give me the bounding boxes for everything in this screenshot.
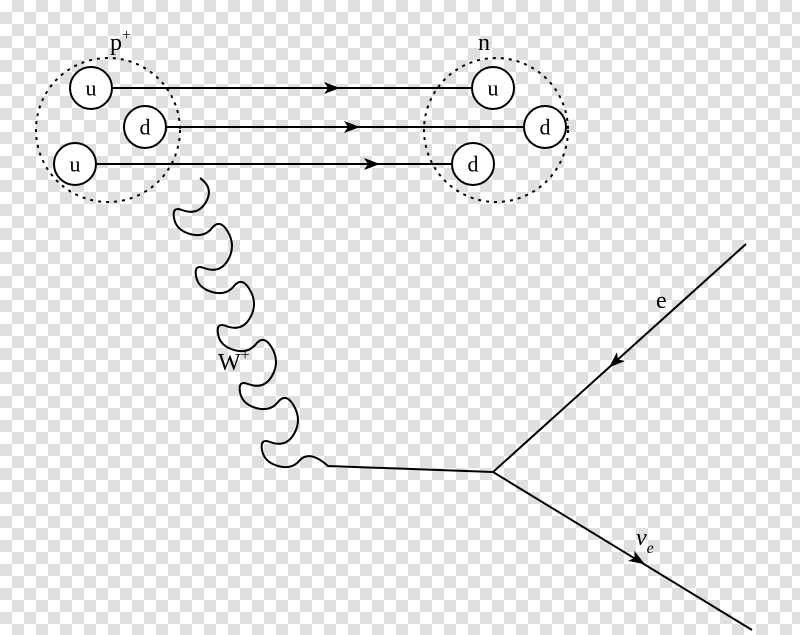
proton-quark-u1: u xyxy=(70,67,112,109)
w-boson-propagator xyxy=(174,178,493,472)
quark-line-3 xyxy=(96,158,452,170)
neutron-label: n xyxy=(478,30,490,56)
w-boson-label: W+ xyxy=(218,347,250,376)
quark-label: d xyxy=(540,115,551,140)
quark-line-2 xyxy=(166,121,524,133)
proton-quark-d: d xyxy=(124,106,166,148)
electron-label: e xyxy=(656,288,667,314)
quark-label: u xyxy=(86,76,97,101)
proton-quark-u2: u xyxy=(54,143,96,185)
proton-label: p+ xyxy=(110,27,131,56)
quark-line-1 xyxy=(112,82,472,94)
neutron-quark-u: u xyxy=(472,67,514,109)
neutron-quark-d1: d xyxy=(524,106,566,148)
quark-label: d xyxy=(468,152,479,177)
neutrino-label: νe xyxy=(636,525,654,557)
quark-label: u xyxy=(488,76,499,101)
quark-label: u xyxy=(70,152,81,177)
quark-label: d xyxy=(140,115,151,140)
neutrino-line xyxy=(493,472,752,630)
neutron-quark-d2: d xyxy=(452,143,494,185)
feynman-diagram: u d u u d d p+ n W+ e xyxy=(0,0,800,635)
electron-line xyxy=(493,244,746,472)
